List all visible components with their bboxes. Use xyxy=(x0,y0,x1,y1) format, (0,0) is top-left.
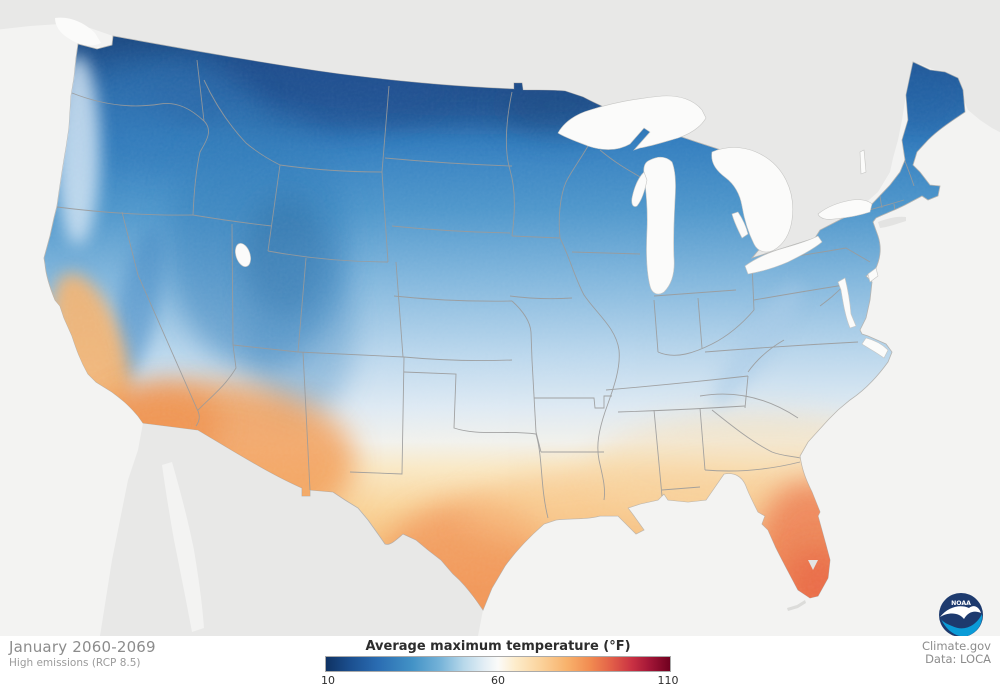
florida-keys xyxy=(787,600,806,611)
state-borders xyxy=(56,59,915,519)
credits-block: Climate.gov Data: LOCA xyxy=(922,640,991,666)
great-lakes xyxy=(235,95,889,359)
lake-ontario xyxy=(817,199,873,220)
pamlico-sound xyxy=(861,337,889,359)
noaa-logo-wave xyxy=(941,614,983,637)
lake-erie xyxy=(744,235,823,275)
canada-landmass xyxy=(0,0,1000,258)
temperature-legend: Average maximum temperature (°F) 10 60 1… xyxy=(280,636,716,687)
legend-tick-min: 10 xyxy=(321,674,335,687)
legend-title: Average maximum temperature (°F) xyxy=(365,639,631,654)
noaa-logo-text: NOAA xyxy=(951,600,971,607)
legend-ticks: 10 60 110 xyxy=(321,674,679,688)
lake-champlain xyxy=(859,149,867,175)
great-salt-lake xyxy=(235,243,251,267)
legend-tick-mid: 60 xyxy=(491,674,505,687)
green-bay xyxy=(631,171,648,207)
lake-okeechobee xyxy=(808,560,818,570)
legend-colorbar xyxy=(325,656,671,672)
lake-superior xyxy=(557,95,707,151)
gulf-of-california xyxy=(162,462,204,632)
saginaw-bay xyxy=(731,211,749,239)
map-canvas xyxy=(0,0,1000,636)
long-island xyxy=(878,216,906,228)
period-block: January 2060-2069 High emissions (RCP 8.… xyxy=(9,638,156,669)
scenario-label: High emissions (RCP 8.5) xyxy=(9,657,141,669)
period-label: January 2060-2069 xyxy=(9,638,156,656)
footer-bar: January 2060-2069 High emissions (RCP 8.… xyxy=(0,636,1000,690)
credit-source: Climate.gov xyxy=(921,639,991,653)
credit-data: Data: LOCA xyxy=(925,652,991,666)
us-temperature-map xyxy=(0,0,1000,636)
lake-huron xyxy=(711,147,794,253)
lake-michigan xyxy=(643,156,676,295)
chesapeake-bay xyxy=(837,277,857,329)
noaa-logo: NOAA xyxy=(939,593,983,637)
noaa-seagull-icon xyxy=(940,606,981,619)
legend-tick-max: 110 xyxy=(657,674,679,687)
delaware-bay xyxy=(867,267,879,283)
vancouver-island xyxy=(55,17,101,46)
